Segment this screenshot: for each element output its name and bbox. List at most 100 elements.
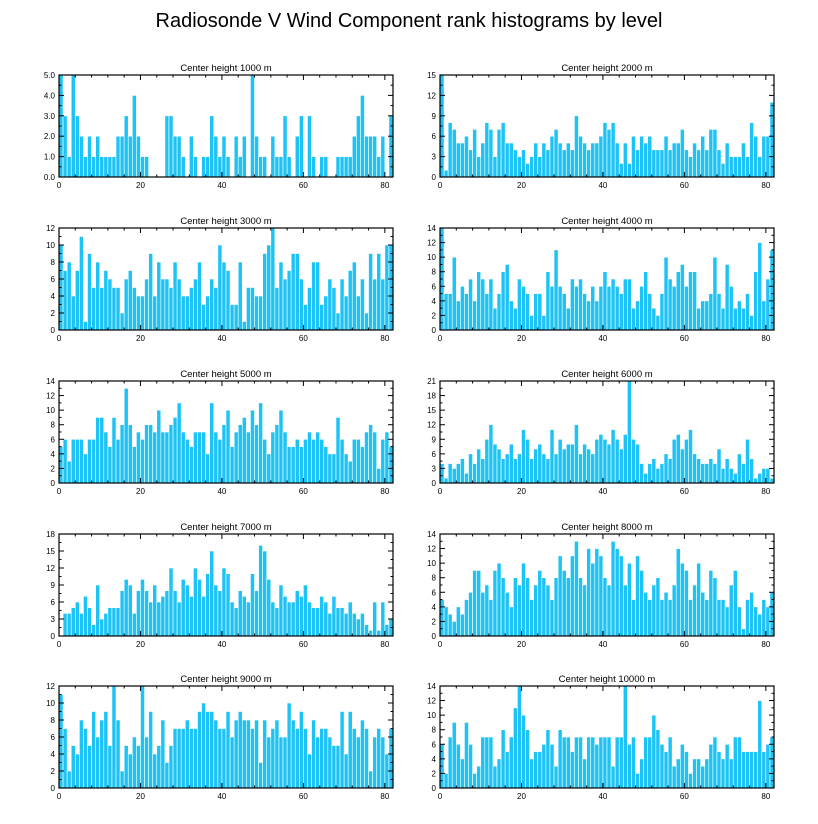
bar xyxy=(688,271,693,331)
y-tick-label: 4 xyxy=(51,292,56,301)
bar xyxy=(533,584,539,637)
panel-6: Center height 6000 m 0 20 40 60 80 0 3 6 9 12 15 18 2… xyxy=(427,369,775,496)
bar xyxy=(541,142,547,178)
y-tick-label: 12 xyxy=(46,392,55,401)
bar xyxy=(737,156,742,178)
bar xyxy=(737,606,742,637)
y-tick-label: 9 xyxy=(51,581,56,590)
bar xyxy=(241,719,247,789)
bar xyxy=(578,135,583,178)
bar xyxy=(307,601,312,637)
bar xyxy=(557,438,563,484)
bar xyxy=(343,453,349,484)
bar xyxy=(107,156,113,178)
bar xyxy=(115,438,121,484)
bar xyxy=(193,567,198,637)
bar xyxy=(508,736,514,789)
y-tick-label: 10 xyxy=(427,711,436,720)
bar xyxy=(517,278,522,331)
bar xyxy=(700,300,706,331)
bar xyxy=(152,753,158,789)
bar xyxy=(537,156,543,178)
bar xyxy=(484,584,490,637)
bar xyxy=(761,599,767,637)
bar xyxy=(331,287,337,331)
y-tick-label: 8 xyxy=(432,574,437,583)
bar xyxy=(500,577,506,637)
x-tick-label: 60 xyxy=(299,334,308,343)
bar xyxy=(184,584,190,637)
bar xyxy=(364,624,369,637)
bar xyxy=(335,156,341,178)
panel-10: Center height 10000 m 0 20 40 60 80 0 2 4 6 8 10 12 1… xyxy=(427,674,775,801)
bar xyxy=(213,584,219,637)
bar xyxy=(732,570,738,637)
bar xyxy=(443,773,449,789)
bar xyxy=(537,751,543,789)
bar xyxy=(307,431,312,484)
bar xyxy=(233,719,239,789)
bar xyxy=(614,438,620,484)
bar xyxy=(741,751,746,789)
y-tick-label: 6 xyxy=(51,435,56,444)
bar xyxy=(745,438,750,484)
x-tick-label: 80 xyxy=(380,181,389,190)
bar xyxy=(598,434,604,484)
bar xyxy=(237,424,243,484)
bar xyxy=(627,380,632,484)
bar xyxy=(517,453,522,484)
bar xyxy=(70,295,76,331)
bar xyxy=(123,278,129,331)
y-tick-label: 12 xyxy=(46,682,55,691)
bar xyxy=(180,295,186,331)
bar xyxy=(684,285,689,331)
bar xyxy=(618,448,624,484)
bar xyxy=(586,448,592,484)
bar xyxy=(176,601,182,637)
bar xyxy=(651,584,657,637)
y-tick-label: 0 xyxy=(432,326,437,335)
bar xyxy=(286,270,292,331)
bar xyxy=(561,736,567,789)
x-tick-label: 80 xyxy=(761,640,770,649)
bar xyxy=(335,417,341,484)
bar xyxy=(164,431,170,484)
bar xyxy=(594,548,600,637)
bar xyxy=(229,304,235,331)
bar xyxy=(480,591,486,637)
bar xyxy=(451,722,457,789)
bar xyxy=(184,295,190,331)
panel-grid: Center height 1000 m0 20 40 60 800.01.02.03.… xyxy=(44,63,775,801)
bar xyxy=(741,142,746,178)
x-tick-label: 40 xyxy=(598,334,607,343)
bar xyxy=(614,548,620,637)
bar xyxy=(160,278,166,331)
bar xyxy=(761,135,767,178)
y-tick-label: 6 xyxy=(51,598,56,607)
bar xyxy=(83,156,88,178)
bar xyxy=(692,584,697,637)
bar xyxy=(757,242,763,331)
panel-7: Center height 7000 m 0 20 40 60 80 0 3 6 9 12 15 18 xyxy=(46,522,394,649)
bar xyxy=(476,448,482,484)
bar xyxy=(704,300,710,331)
bar xyxy=(716,599,722,637)
bar xyxy=(447,293,453,331)
bar xyxy=(728,584,734,637)
bar xyxy=(582,293,587,331)
bar xyxy=(716,293,722,331)
bar xyxy=(278,409,284,484)
bar xyxy=(87,438,92,484)
bar xyxy=(631,736,636,789)
bar xyxy=(594,438,600,484)
bar xyxy=(598,736,604,789)
bar xyxy=(700,135,706,178)
bar xyxy=(631,307,636,331)
bar xyxy=(258,762,263,789)
x-tick-label: 20 xyxy=(517,181,526,190)
bar xyxy=(262,438,268,484)
bar xyxy=(460,142,465,178)
bar xyxy=(675,548,681,637)
panel-title: Center height 1000 m xyxy=(180,63,271,74)
y-tick-label: 0.0 xyxy=(44,173,56,182)
